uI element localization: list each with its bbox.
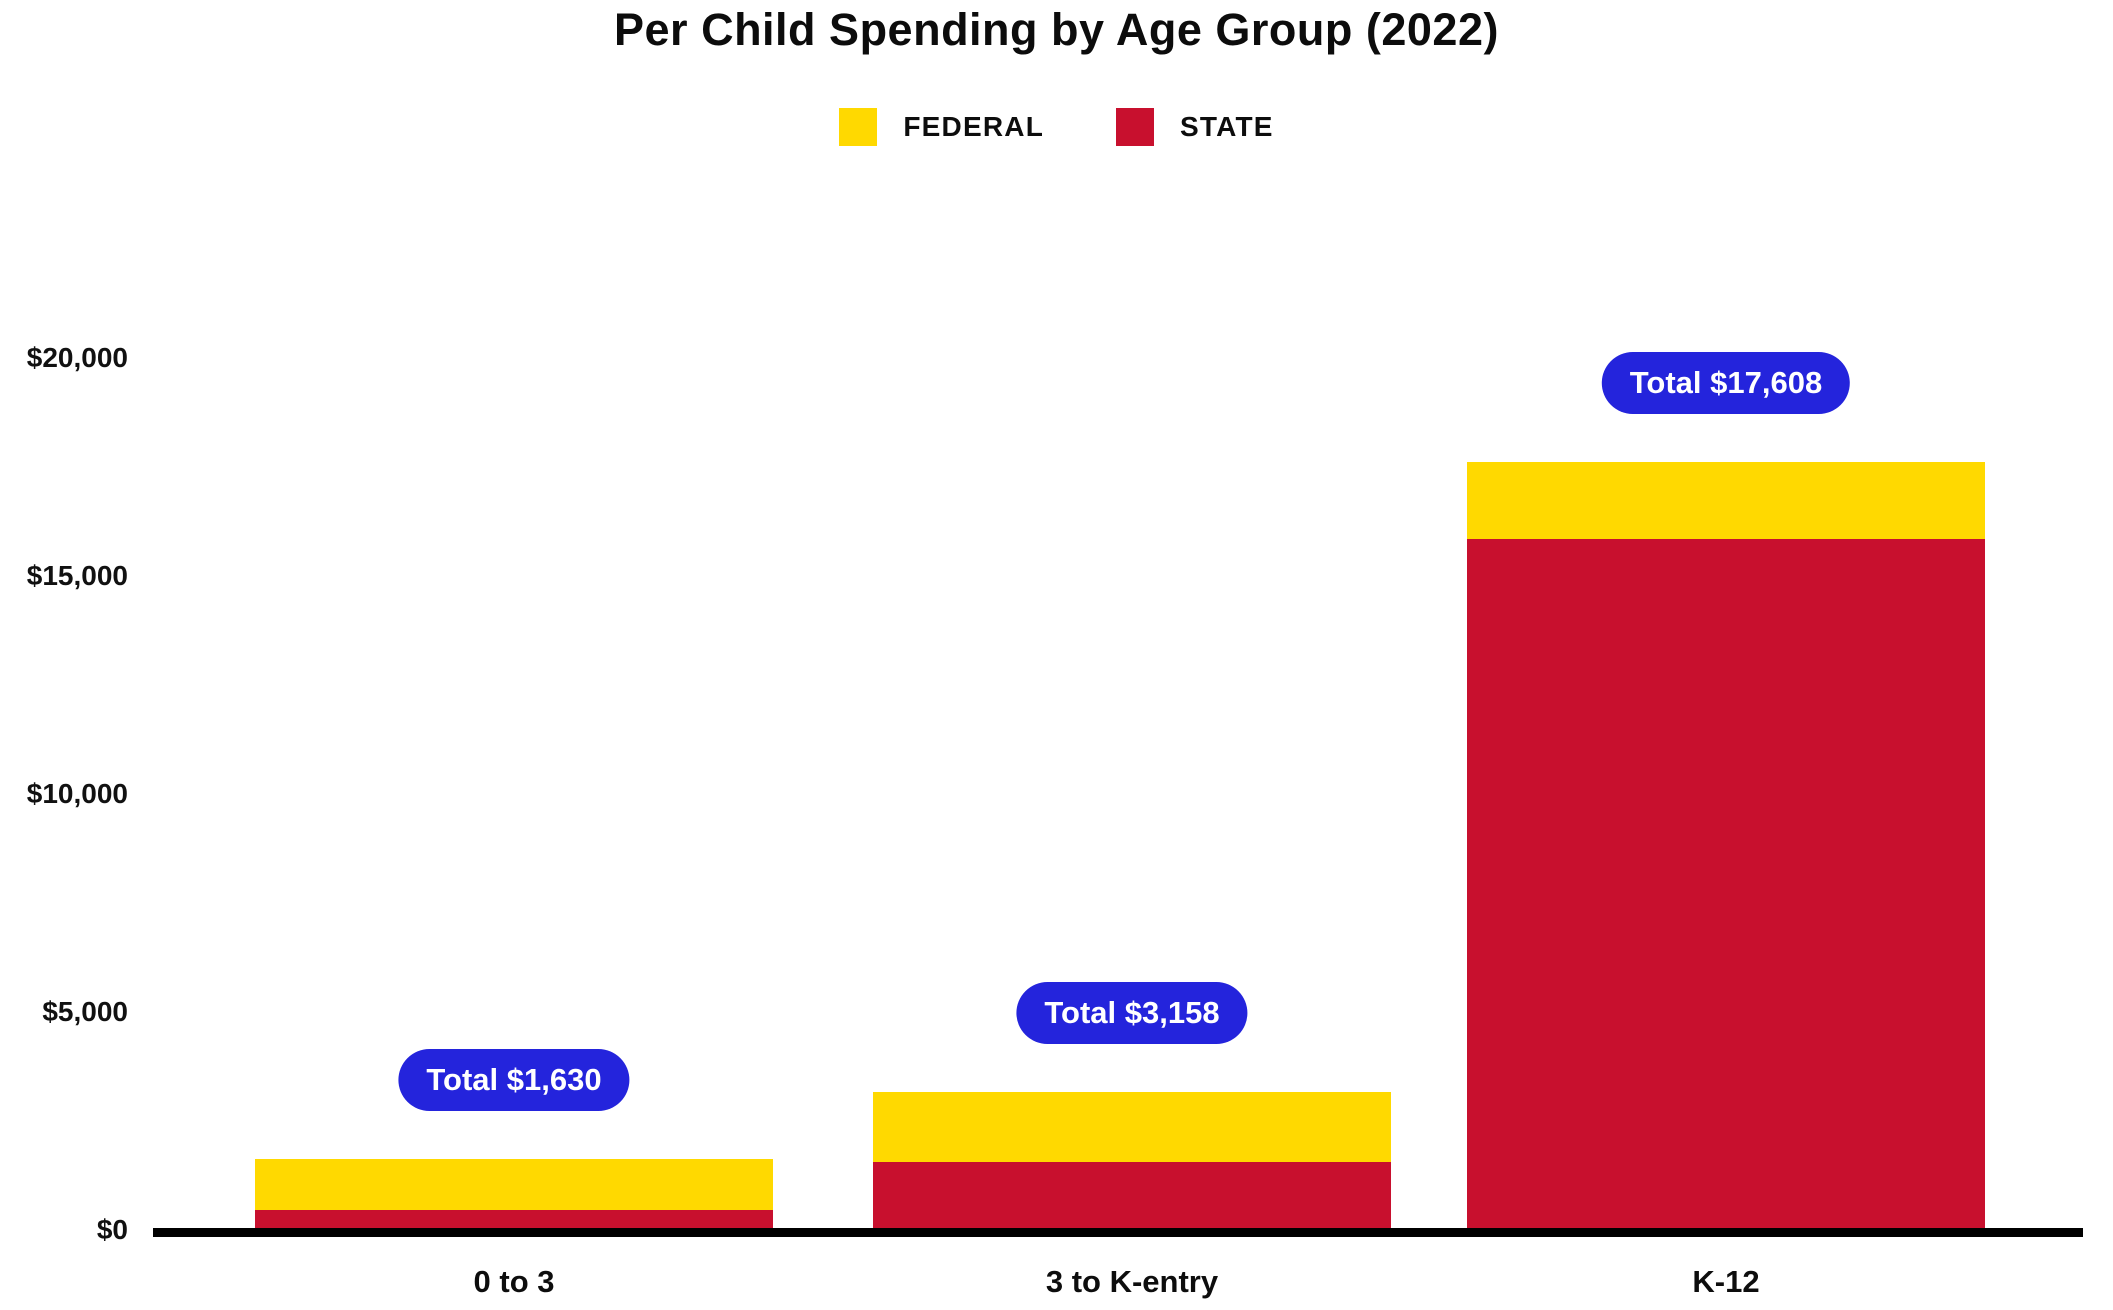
chart-title: Per Child Spending by Age Group (2022) [614,4,1499,55]
bar-0-to-3-federal-segment [255,1158,773,1211]
legend-label-federal: FEDERAL [903,111,1044,142]
legend-swatch-federal [839,108,878,146]
bar-0-to-3-state-segment [255,1210,773,1230]
legend-item-state: STATE [1116,108,1274,146]
y-tick-label-5000: $5,000 [42,996,128,1027]
x-axis-label-0-to-3: 0 to 3 [473,1264,555,1299]
x-axis-line [153,1228,2083,1237]
legend: FEDERAL STATE [0,108,2113,146]
total-badge-3-to-k-entry: Total $3,158 [1016,982,1248,1045]
total-badge-k-12: Total $17,608 [1601,352,1851,415]
bar-3-to-k-entry-state-segment [873,1162,1391,1230]
y-tick-label-0: $0 [96,1214,128,1245]
x-axis-label-3-to-k-entry: 3 to K-entry [1045,1264,1219,1299]
bar-3-to-k-entry-federal-segment [873,1092,1391,1163]
legend-item-federal: FEDERAL [839,108,1044,146]
bar-k-12-federal-segment [1467,462,1985,540]
x-axis-label-k-12: K-12 [1692,1264,1760,1299]
y-tick-label-10000: $10,000 [26,778,128,809]
legend-swatch-state [1116,108,1154,146]
total-badge-0-to-3: Total $1,630 [398,1048,630,1111]
y-tick-label-15000: $15,000 [26,560,128,591]
legend-label-state: STATE [1180,111,1274,142]
bar-k-12-state-segment [1467,539,1985,1230]
y-tick-label-20000: $20,000 [26,342,128,373]
